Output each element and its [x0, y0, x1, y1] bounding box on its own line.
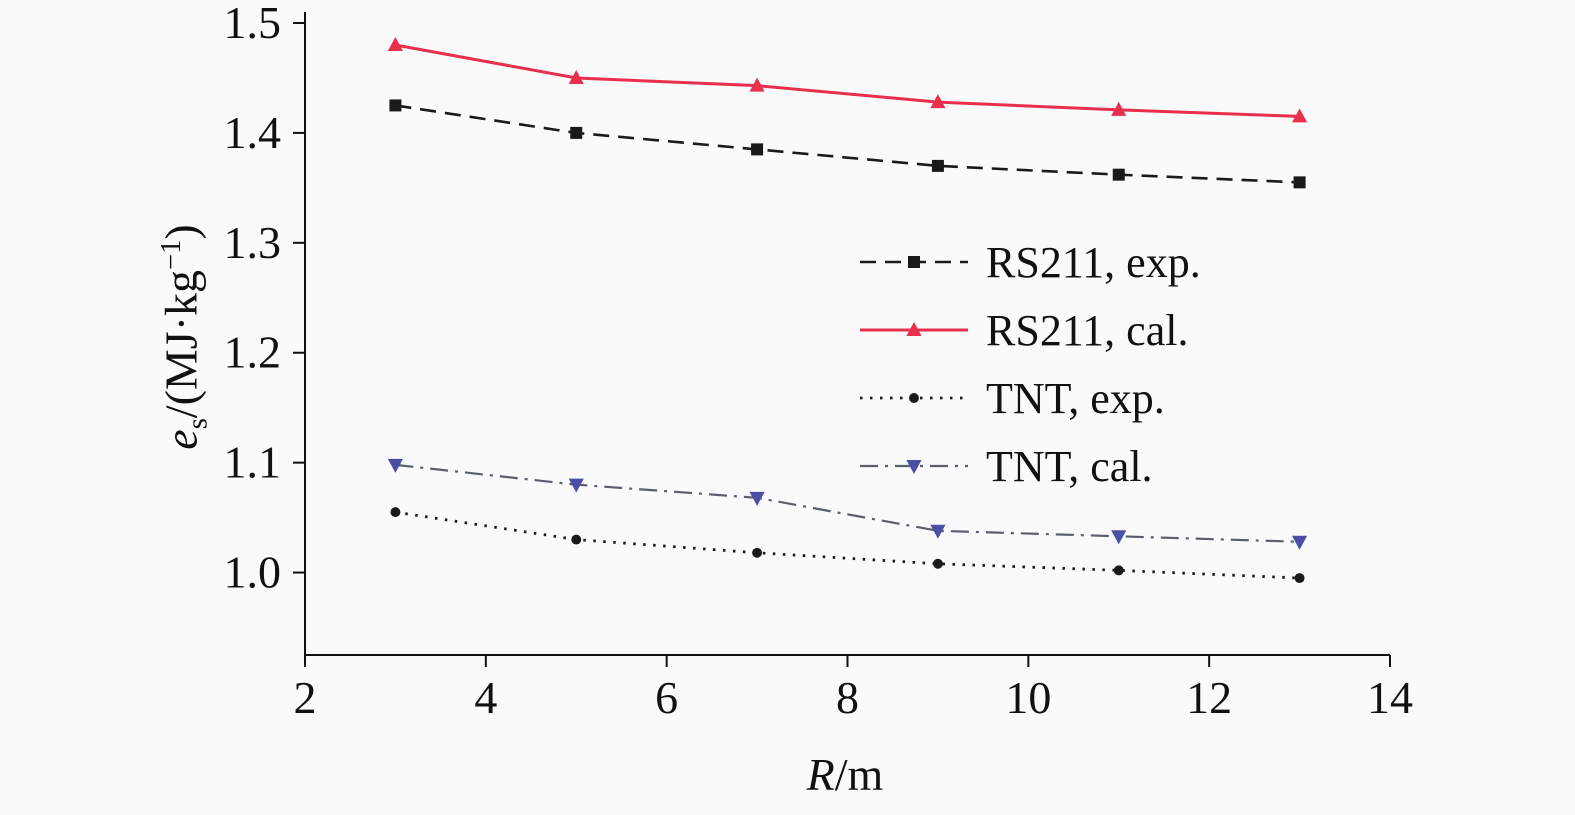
series-marker-0 — [751, 143, 764, 156]
legend-label-rs211-cal: RS211, cal. — [986, 305, 1189, 355]
series-marker-2 — [752, 547, 763, 558]
legend-sample-marker — [909, 393, 919, 403]
y-tick-label: 1.5 — [224, 0, 282, 48]
legend-entry-tnt-cal: TNT, cal. — [858, 438, 1201, 494]
x-tick-label: 2 — [294, 672, 317, 723]
series-marker-2 — [1113, 565, 1124, 576]
series-marker-1 — [930, 94, 946, 109]
legend-sample-tnt-cal — [860, 460, 968, 474]
x-tick-label: 12 — [1186, 672, 1232, 723]
series-marker-0 — [931, 159, 944, 172]
y-axis-label-variable: e — [155, 429, 207, 450]
series-marker-0 — [1293, 176, 1306, 189]
series-marker-2 — [932, 558, 943, 569]
series-marker-2 — [390, 507, 401, 518]
legend-sample-rs211-cal — [860, 322, 968, 336]
series-marker-3 — [1111, 530, 1127, 545]
series-marker-3 — [387, 458, 404, 473]
y-tick-label: 1.2 — [224, 327, 282, 378]
x-tick-label: 10 — [1005, 672, 1051, 723]
legend-sample-marker — [906, 322, 922, 336]
series-marker-1 — [568, 69, 584, 84]
series-marker-3 — [568, 478, 584, 493]
y-axis-label-superscript: −1 — [156, 239, 187, 270]
x-axis-label: R/m — [695, 748, 995, 801]
series-marker-2 — [571, 534, 582, 545]
series-marker-3 — [1291, 535, 1308, 550]
series-marker-2 — [1294, 573, 1305, 584]
x-tick-label: 14 — [1367, 672, 1413, 723]
series-marker-1 — [387, 36, 404, 51]
y-tick-label: 1.4 — [224, 107, 282, 158]
x-tick-label: 8 — [836, 672, 859, 723]
y-axis-label-close: ) — [155, 224, 207, 240]
legend: RS211, exp. RS211, cal. TNT, exp. TNT, c… — [858, 234, 1201, 494]
legend-sample-rs211-exp — [860, 256, 968, 268]
x-axis-label-units: /m — [834, 749, 884, 800]
legend-entry-tnt-exp: TNT, exp. — [858, 370, 1201, 426]
legend-sample-marker — [908, 256, 920, 268]
legend-entry-rs211-cal: RS211, cal. — [858, 302, 1201, 358]
series-marker-3 — [749, 491, 765, 506]
series-line-1 — [395, 43, 1300, 118]
series-marker-0 — [389, 99, 402, 112]
y-tick-label: 1.0 — [224, 547, 282, 598]
series-marker-1 — [1111, 101, 1127, 116]
series-marker-0 — [1112, 168, 1125, 181]
series-marker-1 — [1291, 108, 1308, 123]
legend-label-tnt-exp: TNT, exp. — [986, 373, 1165, 423]
x-tick-label: 6 — [655, 672, 678, 723]
x-tick-label: 4 — [474, 672, 497, 723]
legend-label-rs211-exp: RS211, exp. — [986, 237, 1201, 287]
y-tick-label: 1.1 — [224, 437, 282, 488]
y-axis-label-subscript: s — [182, 418, 214, 430]
legend-sample-tnt-exp — [860, 393, 968, 403]
x-axis-label-variable: R — [806, 749, 835, 800]
series-line-0 — [395, 104, 1300, 184]
series-marker-3 — [930, 524, 946, 539]
series-marker-0 — [570, 126, 583, 139]
series-marker-1 — [749, 77, 765, 92]
series-line-3 — [395, 463, 1300, 543]
legend-label-tnt-cal: TNT, cal. — [986, 441, 1153, 491]
y-axis-label-units: /(MJ·kg — [155, 269, 207, 419]
y-tick-label: 1.3 — [224, 217, 282, 268]
series-line-2 — [395, 510, 1300, 580]
legend-entry-rs211-exp: RS211, exp. — [858, 234, 1201, 290]
legend-sample-marker — [906, 460, 922, 474]
y-axis-label: es/(MJ·kg−1) — [142, 107, 213, 567]
